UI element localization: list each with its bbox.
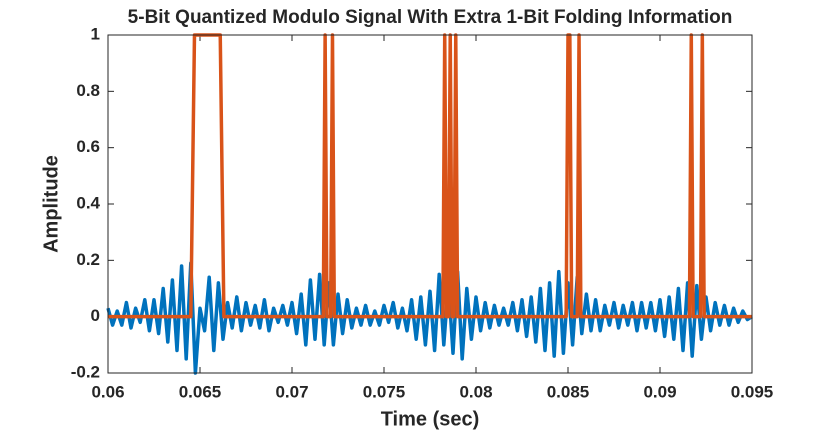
y-axis-label: Amplitude <box>40 155 62 253</box>
y-tick-label: 0.2 <box>76 250 100 269</box>
x-tick-label: 0.06 <box>91 382 124 401</box>
x-tick-label: 0.07 <box>275 382 308 401</box>
y-tick-label: 0.4 <box>76 193 100 212</box>
x-tick-label: 0.08 <box>459 382 492 401</box>
plot-frame <box>107 34 753 374</box>
line-series <box>108 33 752 319</box>
y-tick-label: 0.6 <box>76 137 100 156</box>
y-tick-label: 0.8 <box>76 81 100 100</box>
x-tick-label: 0.085 <box>547 382 590 401</box>
y-tick-label: 1 <box>91 24 100 43</box>
x-tick-label: 0.09 <box>643 382 676 401</box>
x-tick-label: 0.095 <box>731 382 774 401</box>
y-tick-label: 0 <box>91 306 100 325</box>
chart-title: 5-Bit Quantized Modulo Signal With Extra… <box>128 7 733 28</box>
x-tick-label: 0.075 <box>363 382 406 401</box>
x-axis-label: Time (sec) <box>381 408 480 430</box>
y-tick-label: -0.2 <box>71 362 100 381</box>
line-series <box>106 261 753 375</box>
x-tick-label: 0.065 <box>179 382 222 401</box>
